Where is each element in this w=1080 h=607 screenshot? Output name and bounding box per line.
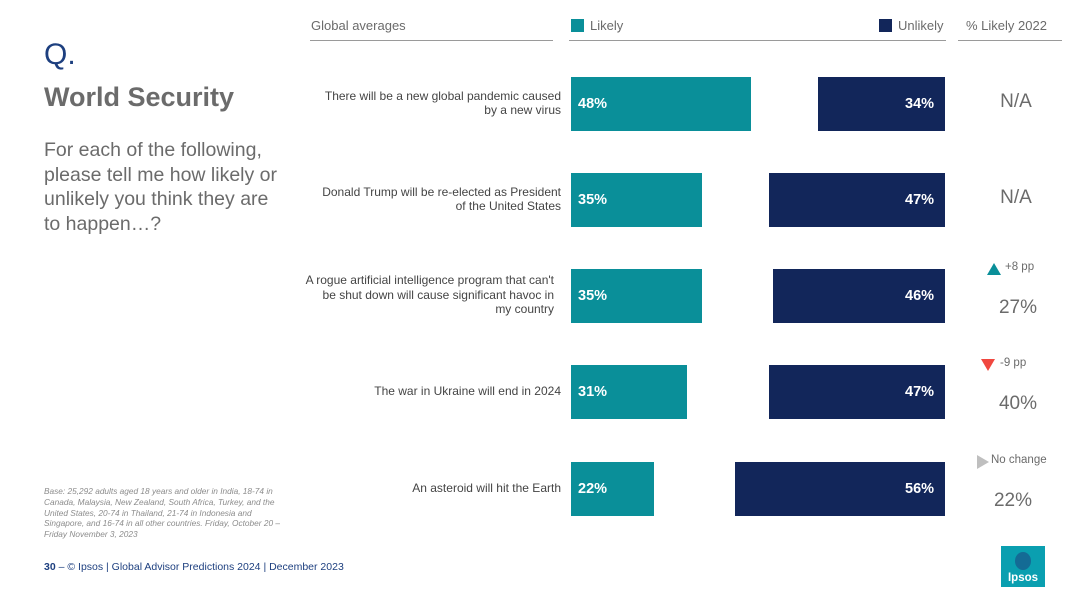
- header-divider-middle: [569, 40, 946, 41]
- legend-likely-label: Likely: [590, 18, 624, 33]
- unlikely-bar: [768, 365, 945, 419]
- change-label: No change: [991, 454, 1047, 466]
- likely-2022-value: N/A: [1000, 187, 1032, 208]
- unlikely-value-label: 47%: [905, 192, 935, 208]
- unlikely-bar: [735, 462, 945, 516]
- unlikely-bar: [772, 269, 945, 323]
- footer: 30 – © Ipsos | Global Advisor Prediction…: [44, 561, 344, 573]
- logo-text: Ipsos: [1007, 572, 1039, 584]
- legend-unlikely-label: Unlikely: [898, 18, 944, 33]
- likely-value-label: 48%: [578, 96, 608, 112]
- change-indicator: +8 pp: [976, 261, 1066, 279]
- question-text: For each of the following, please tell m…: [44, 139, 278, 235]
- unlikely-value-label: 47%: [905, 384, 935, 400]
- row-label: Donald Trump will be re-elected as Presi…: [322, 184, 561, 214]
- logo-mark-icon: [1015, 552, 1031, 570]
- page-number: 30: [44, 561, 56, 573]
- likely-value-label: 31%: [578, 384, 608, 400]
- row-label: There will be a new global pandemic caus…: [324, 88, 561, 118]
- question-marker: Q.: [44, 38, 76, 71]
- change-indicator: -9 pp: [976, 357, 1066, 375]
- unlikely-value-label: 34%: [905, 96, 935, 112]
- likely-2022-value: 27%: [998, 297, 1038, 318]
- row-label: An asteroid will hit the Earth: [412, 480, 561, 495]
- likely-2022-value: 22%: [993, 490, 1033, 511]
- unlikely-value-label: 46%: [905, 288, 935, 304]
- triangle-down-icon: [981, 359, 995, 371]
- change-label: -9 pp: [1000, 357, 1027, 369]
- likely-value-label: 35%: [578, 288, 608, 304]
- header-likely-2022: % Likely 2022: [966, 18, 1047, 33]
- change-label: +8 pp: [1005, 261, 1035, 273]
- likely-bar: [571, 269, 703, 323]
- change-indicator: No change: [976, 454, 1066, 472]
- unlikely-bar: [817, 77, 945, 131]
- legend-likely-swatch: [571, 19, 584, 32]
- triangle-up-icon: [987, 263, 1001, 275]
- likely-bar: [571, 365, 688, 419]
- slide-title: World Security: [44, 82, 235, 112]
- likely-value-label: 35%: [578, 192, 608, 208]
- row-label: A rogue artificial intelligence program …: [305, 273, 554, 316]
- triangle-right-icon: [977, 455, 989, 469]
- header-divider-right: [958, 40, 1062, 41]
- header-divider-left: [310, 40, 553, 41]
- likely-2022-value: 40%: [998, 393, 1038, 414]
- header-global-averages: Global averages: [311, 18, 406, 33]
- footer-dash: –: [55, 561, 68, 573]
- likely-2022-value: N/A: [1000, 91, 1032, 112]
- likely-bar: [571, 462, 654, 516]
- likely-value-label: 22%: [578, 481, 608, 497]
- unlikely-bar: [768, 173, 945, 227]
- ipsos-logo: Ipsos: [1001, 546, 1045, 587]
- base-note: Base: 25,292 adults aged 18 years and ol…: [44, 486, 280, 540]
- unlikely-value-label: 56%: [905, 481, 935, 497]
- likely-bar: [571, 173, 703, 227]
- legend-unlikely-swatch: [879, 19, 892, 32]
- footer-text: © Ipsos | Global Advisor Predictions 202…: [67, 561, 344, 573]
- likely-bar: [571, 77, 751, 131]
- row-label: The war in Ukraine will end in 2024: [374, 383, 561, 398]
